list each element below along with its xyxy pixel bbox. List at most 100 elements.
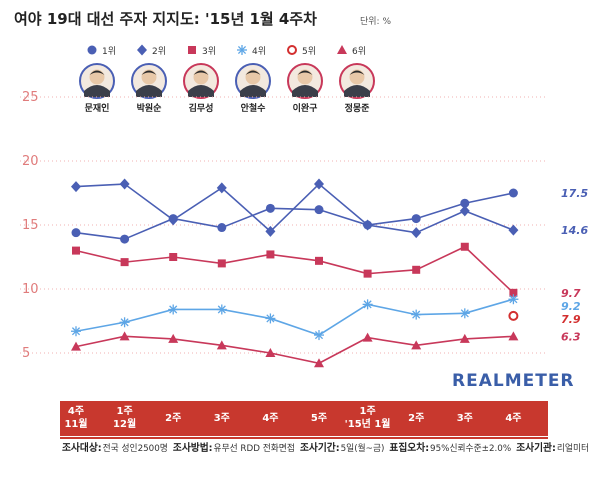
portrait-suit (136, 85, 162, 97)
x-tick-label: 2주 (165, 412, 181, 424)
x-tick-label: 3주 (457, 412, 473, 424)
portrait-hair (349, 70, 365, 75)
y-axis: 5 10 15 20 25 (22, 90, 39, 361)
footer-key: 조사기간: (300, 441, 340, 454)
footer-item: 조사대상:전국 성인2500명 (62, 441, 168, 454)
data-point (508, 188, 518, 198)
data-point (412, 265, 421, 274)
x-tick-label: 1주 12월 (113, 405, 136, 430)
portrait-hair (245, 70, 261, 75)
data-point (459, 333, 470, 343)
legend: 1위 2위 3위 4위 5위 6위 (87, 44, 366, 57)
portrait-hair (297, 70, 313, 75)
data-point (459, 308, 470, 319)
y-tick-label: 10 (22, 282, 39, 297)
series-line (75, 182, 514, 234)
data-point (168, 333, 179, 343)
portrait-face (141, 69, 157, 85)
footer-item: 조사기간:5일(월~금) (300, 441, 384, 454)
brand-logo: REALMETER (452, 371, 575, 391)
legend-label: 3위 (202, 46, 216, 57)
portrait-face (245, 69, 261, 85)
portrait-face (89, 69, 105, 85)
end-value-label: 6.3 (561, 330, 581, 343)
data-point (314, 205, 324, 215)
candidate-name: 이완구 (293, 102, 318, 114)
legend-label: 5위 (302, 46, 316, 57)
data-point (71, 181, 81, 193)
legend-label: 2위 (152, 46, 166, 57)
y-tick-label: 15 (22, 218, 39, 233)
x-tick-label: 4주 (262, 412, 278, 424)
end-value-label: 17.5 (561, 187, 588, 200)
x-tick-label: 3주 (214, 412, 230, 424)
series-5 (508, 310, 519, 321)
series-line (75, 192, 514, 240)
data-point (119, 178, 130, 190)
end-value-label: 9.7 (561, 287, 581, 300)
data-point (362, 219, 373, 231)
legend-marker (87, 45, 97, 55)
x-tick-label: 5주 (311, 412, 327, 424)
data-point (459, 205, 470, 217)
legend-marker (137, 44, 147, 56)
candidate-name: 문재인 (85, 102, 110, 114)
data-point (217, 259, 226, 268)
series-line (75, 245, 514, 294)
data-point (265, 225, 276, 237)
legend-label: 1위 (102, 46, 116, 57)
data-point (411, 340, 422, 350)
footer-key: 조사대상: (62, 441, 102, 454)
data-point (362, 332, 373, 342)
grid (20, 96, 548, 354)
footer-item: 조사방법:유무선 RDD 전화면접 (173, 441, 295, 454)
x-axis-band (60, 401, 548, 436)
data-point (168, 304, 179, 315)
footer-value: 95%신뢰수준±2.0% (430, 443, 511, 454)
x-tick-label: 4주 11월 (64, 405, 87, 430)
y-tick-label: 20 (22, 154, 39, 169)
candidate-portrait (79, 63, 115, 99)
data-point (508, 294, 519, 305)
footer-key: 조사방법: (173, 441, 213, 454)
data-point (169, 253, 178, 261)
series-3 (72, 242, 518, 297)
portrait-hair (141, 70, 157, 75)
candidate-portrait (287, 63, 323, 99)
series-2 (71, 178, 519, 239)
chart-title: 여야 19대 대선 주자 지지도: '15년 1월 4주차 (14, 10, 317, 28)
data-point (72, 246, 80, 255)
portrait-suit (292, 85, 318, 97)
candidate-portrait (235, 63, 271, 99)
data-point (314, 358, 324, 368)
series-layer (71, 178, 519, 368)
legend-marker (237, 45, 247, 55)
data-point (265, 348, 276, 357)
y-tick-label: 25 (22, 90, 39, 105)
data-point (411, 227, 422, 239)
y-tick-label: 5 (22, 346, 30, 361)
end-value-label: 14.6 (561, 224, 588, 237)
data-point (265, 313, 276, 324)
data-point (509, 288, 518, 297)
data-point (217, 223, 227, 233)
candidate-portrait (131, 63, 167, 99)
footer-rule (60, 437, 548, 439)
candidate-name: 정몽준 (345, 102, 370, 114)
data-point (71, 228, 81, 238)
portrait-face (297, 69, 313, 85)
series-line (75, 335, 514, 365)
data-point (508, 310, 519, 321)
series-line (75, 298, 514, 336)
candidate-name: 김무성 (189, 102, 214, 114)
series-1 (71, 188, 518, 244)
x-axis: 4주 11월 1주 12월 2주 3주 4주 5주 1주 '15년 1월 2주 3주 4주 (64, 405, 521, 430)
candidate-name: 안철수 (241, 102, 266, 114)
footer-value: 5일(월~금) (341, 442, 385, 454)
data-point (216, 182, 227, 194)
data-point (120, 258, 129, 267)
data-point (460, 242, 469, 251)
legend-marker (287, 45, 297, 55)
footer-item: 표집오차:95%신뢰수준±2.0% (389, 441, 511, 454)
end-value-label: 7.9 (561, 313, 581, 326)
